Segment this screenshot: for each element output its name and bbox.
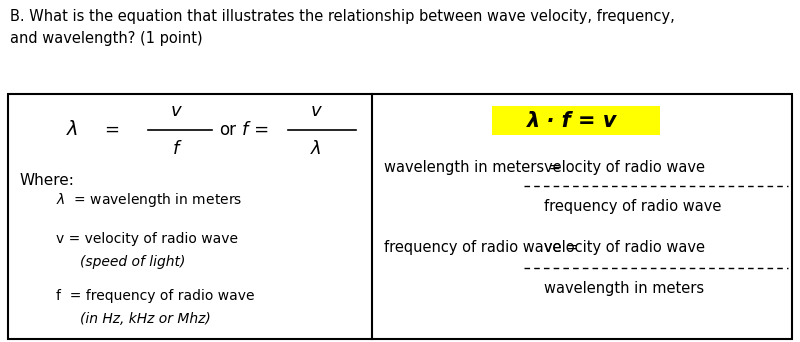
Text: f  = frequency of radio wave: f = frequency of radio wave bbox=[56, 289, 254, 303]
Text: $\lambda$: $\lambda$ bbox=[66, 120, 78, 140]
Text: wavelength in meters =: wavelength in meters = bbox=[384, 160, 561, 175]
Text: and wavelength? (1 point): and wavelength? (1 point) bbox=[10, 31, 202, 46]
Text: $\lambda$: $\lambda$ bbox=[310, 140, 322, 158]
Bar bbox=[8, 94, 792, 339]
Text: λ · f = v: λ · f = v bbox=[527, 111, 617, 131]
Text: =: = bbox=[105, 121, 119, 139]
Text: or: or bbox=[219, 121, 237, 139]
Text: frequency of radio wave =: frequency of radio wave = bbox=[384, 240, 578, 255]
Text: frequency of radio wave: frequency of radio wave bbox=[544, 199, 722, 214]
Text: v: v bbox=[170, 102, 182, 120]
Text: velocity of radio wave: velocity of radio wave bbox=[544, 160, 705, 175]
Text: $\lambda$  = wavelength in meters: $\lambda$ = wavelength in meters bbox=[56, 191, 242, 209]
Text: f: f bbox=[173, 140, 179, 158]
Text: velocity of radio wave: velocity of radio wave bbox=[544, 240, 705, 255]
Text: v = velocity of radio wave: v = velocity of radio wave bbox=[56, 233, 238, 246]
Text: f =: f = bbox=[242, 121, 270, 139]
Text: Where:: Where: bbox=[20, 173, 75, 188]
Text: B. What is the equation that illustrates the relationship between wave velocity,: B. What is the equation that illustrates… bbox=[10, 9, 674, 24]
Bar bbox=[492, 106, 660, 135]
Text: (in Hz, kHz or Mhz): (in Hz, kHz or Mhz) bbox=[80, 312, 210, 326]
Text: v: v bbox=[310, 102, 322, 120]
Text: wavelength in meters: wavelength in meters bbox=[544, 281, 704, 297]
Text: (speed of light): (speed of light) bbox=[80, 255, 186, 268]
